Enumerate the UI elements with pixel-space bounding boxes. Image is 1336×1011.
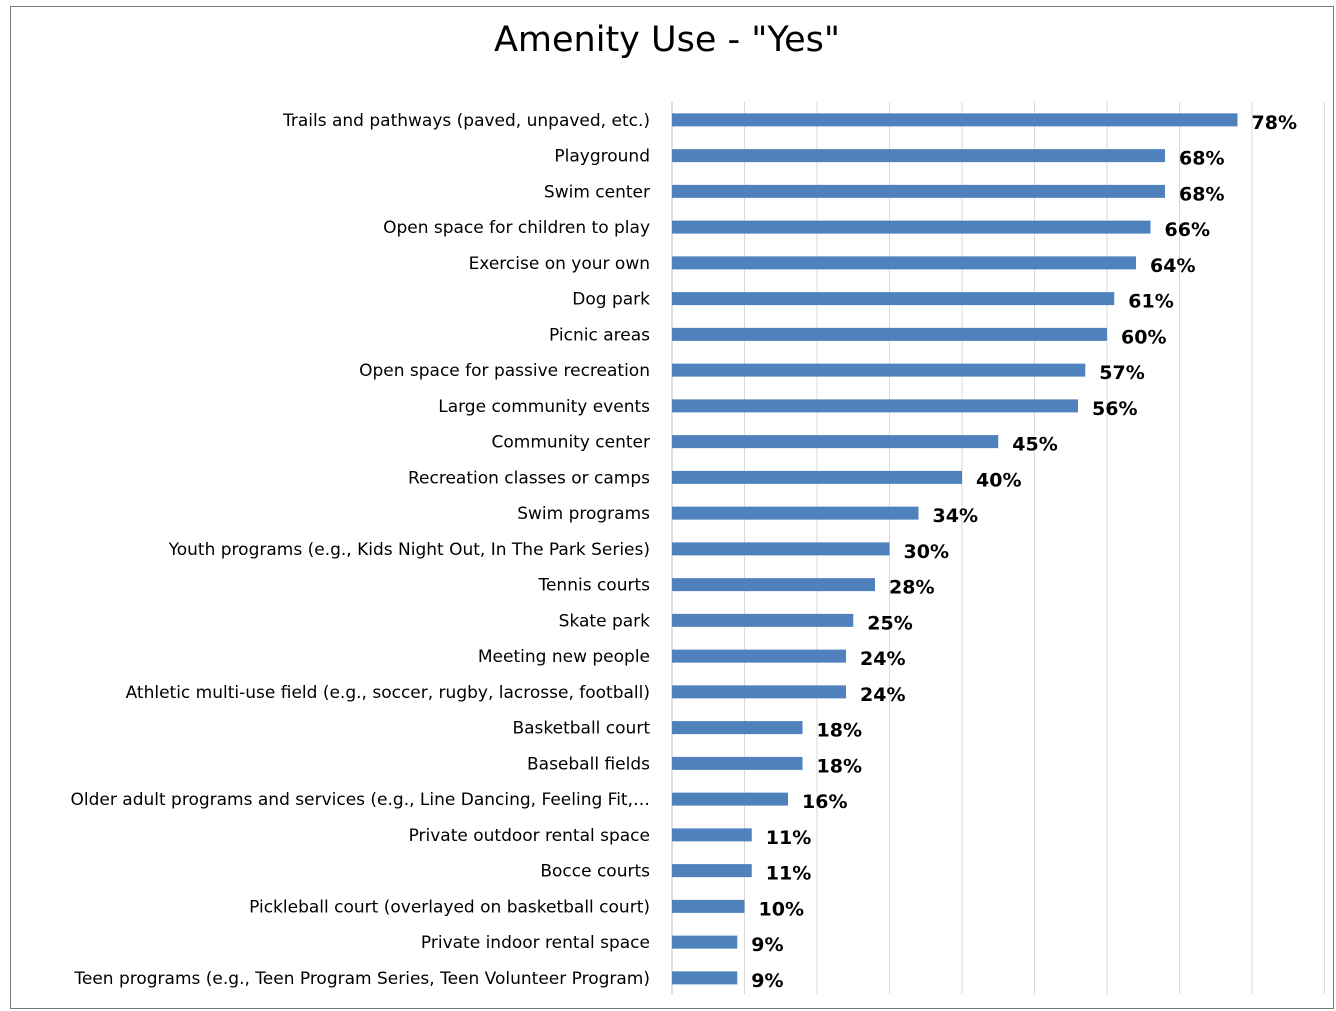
bar-0 [672,113,1238,127]
bar-13 [672,578,875,592]
value-label-1: 68% [1179,148,1224,170]
value-label-3: 66% [1165,219,1210,241]
category-label-0: Trails and pathways (paved, unpaved, etc… [282,111,650,131]
bar-15 [672,649,846,663]
value-label-20: 11% [766,827,811,849]
category-label-4: Exercise on your own [469,254,650,274]
category-label-15: Meeting new people [478,647,650,667]
category-label-8: Large community events [438,397,650,417]
category-label-13: Tennis courts [537,576,650,596]
bar-20 [672,828,752,842]
category-label-24: Teen programs (e.g., Teen Program Series… [73,969,650,989]
bar-22 [672,899,745,913]
bar-17 [672,721,803,735]
bar-1 [672,149,1165,163]
bar-5 [672,292,1115,306]
value-label-24: 9% [751,970,783,992]
bar-8 [672,399,1078,413]
value-label-18: 18% [817,755,862,777]
bar-7 [672,363,1086,377]
category-label-1: Playground [554,147,650,167]
category-label-6: Picnic areas [549,325,650,345]
value-label-7: 57% [1099,362,1144,384]
bar-24 [672,971,738,985]
value-label-12: 30% [904,541,949,563]
category-label-9: Community center [492,433,651,453]
bar-19 [672,792,788,806]
bar-12 [672,542,890,556]
value-label-4: 64% [1150,255,1195,277]
category-label-3: Open space for children to play [383,218,650,238]
bar-11 [672,506,919,520]
category-label-14: Skate park [559,611,650,631]
bar-10 [672,470,962,484]
category-label-5: Dog park [572,290,650,310]
value-label-0: 78% [1252,112,1297,134]
category-label-2: Swim center [544,182,650,202]
bar-4 [672,256,1136,270]
value-label-17: 18% [817,720,862,742]
bar-3 [672,220,1151,234]
bar-14 [672,613,854,627]
category-label-7: Open space for passive recreation [359,361,650,381]
category-label-22: Pickleball court (overlayed on basketbal… [249,897,650,917]
bar-2 [672,184,1165,198]
category-label-12: Youth programs (e.g., Kids Night Out, In… [168,540,650,560]
bar-9 [672,435,999,449]
value-label-21: 11% [766,863,811,885]
category-label-20: Private outdoor rental space [409,826,650,846]
value-label-6: 60% [1121,326,1166,348]
category-label-19: Older adult programs and services (e.g.,… [71,790,650,810]
value-label-2: 68% [1179,183,1224,205]
value-label-5: 61% [1128,291,1173,313]
value-label-10: 40% [976,469,1021,491]
bar-21 [672,864,752,878]
value-label-8: 56% [1092,398,1137,420]
value-label-14: 25% [867,612,912,634]
labels: Trails and pathways (paved, unpaved, etc… [71,111,1297,992]
value-label-23: 9% [751,934,783,956]
category-label-17: Basketball court [512,719,650,739]
category-label-18: Baseball fields [527,754,650,774]
category-label-23: Private indoor rental space [421,933,650,953]
category-label-10: Recreation classes or camps [408,468,650,488]
category-label-16: Athletic multi-use field (e.g., soccer, … [126,683,650,703]
value-label-11: 34% [933,505,978,527]
value-label-22: 10% [759,898,804,920]
bar-18 [672,756,803,770]
value-label-9: 45% [1012,434,1057,456]
value-label-19: 16% [802,791,847,813]
bar-6 [672,327,1107,341]
value-label-15: 24% [860,648,905,670]
bar-16 [672,685,846,699]
category-label-11: Swim programs [517,504,650,524]
bar-23 [672,935,738,949]
value-label-13: 28% [889,577,934,599]
value-label-16: 24% [860,684,905,706]
chart-title: Amenity Use - "Yes" [493,20,840,60]
category-label-21: Bocce courts [540,862,650,882]
bars [672,113,1238,985]
